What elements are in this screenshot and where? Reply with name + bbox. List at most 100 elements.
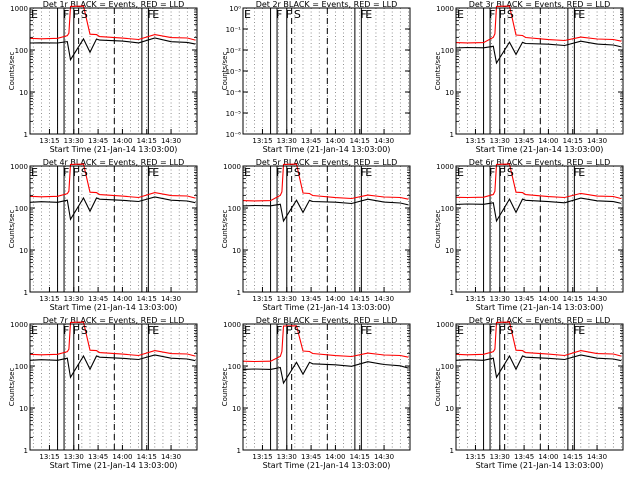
x-tick-label: 14:15	[563, 453, 583, 461]
flag-label: F	[63, 8, 69, 21]
flag-label: E	[365, 166, 372, 179]
x-axis-label: Start Time (21-Jan-14 13:03:00)	[263, 145, 391, 154]
series-line-events	[455, 40, 622, 65]
flag-label: E	[31, 8, 38, 21]
flag-label: S	[294, 324, 301, 337]
x-tick-label: 14:30	[374, 295, 394, 303]
y-tick-label: 1	[450, 447, 454, 455]
x-tick-label: 13:15	[465, 137, 485, 145]
x-tick-label: 13:30	[277, 453, 297, 461]
y-tick-label: 100	[228, 363, 241, 371]
chart-title: Det 6r BLACK = Events, RED = LLD	[469, 158, 611, 167]
flag-label: E	[578, 8, 585, 21]
x-tick-label: 14:15	[350, 137, 370, 145]
chart-title: Det 1r BLACK = Events, RED = LLD	[43, 0, 185, 9]
x-tick-label: 13:30	[277, 295, 297, 303]
flag-label: F	[63, 166, 69, 179]
chart-title: Det 9r BLACK = Events, RED = LLD	[469, 316, 611, 325]
x-tick-label: 13:15	[39, 295, 59, 303]
y-tick-label: 100	[15, 363, 28, 371]
y-tick-label: 10	[19, 89, 28, 97]
y-tick-label: 10	[232, 247, 241, 255]
x-tick-label: 13:15	[465, 295, 485, 303]
flag-label: S	[81, 166, 88, 179]
x-tick-label: 13:15	[465, 453, 485, 461]
flag-label: F	[573, 324, 579, 337]
x-tick-label: 14:15	[350, 453, 370, 461]
x-tick-label: 14:00	[538, 295, 558, 303]
plot-frame	[29, 7, 198, 135]
flag-label: F	[73, 324, 79, 337]
flag-label: F	[360, 324, 366, 337]
flag-label: F	[360, 8, 366, 21]
y-tick-label: 1	[24, 289, 28, 297]
y-tick-label: 10⁻³	[226, 68, 242, 76]
x-tick-label: 14:30	[374, 137, 394, 145]
flag-label: S	[507, 166, 514, 179]
x-tick-label: 14:00	[325, 453, 345, 461]
y-tick-label: 1	[450, 289, 454, 297]
x-tick-label: 14:15	[563, 137, 583, 145]
series-line-lld	[29, 163, 196, 199]
x-tick-label: 14:30	[161, 137, 181, 145]
flag-label: F	[286, 8, 292, 21]
flag-label: E	[244, 324, 251, 337]
x-axis-label: Start Time (21-Jan-14 13:03:00)	[50, 461, 178, 470]
x-axis-label: Start Time (21-Jan-14 13:03:00)	[50, 145, 178, 154]
x-tick-label: 13:30	[490, 137, 510, 145]
flag-label: F	[499, 324, 505, 337]
chart-title: Det 4r BLACK = Events, RED = LLD	[43, 158, 185, 167]
flag-label: E	[457, 166, 464, 179]
chart-title: Det 5r BLACK = Events, RED = LLD	[256, 158, 398, 167]
y-tick-label: 100	[228, 205, 241, 213]
y-axis-label: Counts/sec	[8, 210, 16, 249]
x-tick-label: 13:15	[252, 453, 272, 461]
x-axis-label: Start Time (21-Jan-14 13:03:00)	[50, 303, 178, 312]
chart-title: Det 2r BLACK = Events, RED = LLD	[256, 0, 398, 9]
x-tick-label: 13:30	[277, 137, 297, 145]
plot-frame	[455, 7, 624, 135]
series-line-lld	[455, 163, 622, 200]
flag-label: E	[152, 166, 159, 179]
flag-label: F	[499, 8, 505, 21]
flag-label: S	[81, 324, 88, 337]
y-tick-label: 100	[441, 47, 454, 55]
series-line-lld	[242, 325, 409, 363]
flag-label: F	[489, 166, 495, 179]
series-line-lld	[29, 5, 196, 41]
x-tick-label: 14:15	[350, 295, 370, 303]
x-tick-label: 14:30	[161, 453, 181, 461]
y-tick-label: 100	[15, 47, 28, 55]
x-axis-label: Start Time (21-Jan-14 13:03:00)	[263, 461, 391, 470]
flag-label: F	[276, 324, 282, 337]
x-tick-label: 13:45	[514, 295, 534, 303]
y-tick-label: 10	[445, 247, 454, 255]
x-tick-label: 14:00	[538, 137, 558, 145]
plot-frame	[455, 323, 624, 451]
flag-label: F	[147, 8, 153, 21]
x-tick-label: 14:30	[374, 453, 394, 461]
flag-label: E	[31, 166, 38, 179]
flag-label: S	[294, 166, 301, 179]
series-line-lld	[455, 5, 622, 44]
x-tick-label: 14:00	[325, 137, 345, 145]
y-tick-label: 1	[24, 447, 28, 455]
flag-label: F	[573, 166, 579, 179]
x-tick-label: 14:00	[112, 453, 132, 461]
series-line-events	[242, 361, 409, 385]
series-line-lld	[455, 321, 622, 357]
x-tick-label: 13:15	[39, 137, 59, 145]
flag-label: S	[507, 324, 514, 337]
flag-label: F	[147, 324, 153, 337]
y-axis-label: Counts/sec	[434, 368, 442, 407]
y-axis-label: Counts/sec	[221, 368, 229, 407]
x-axis-label: Start Time (21-Jan-14 13:03:00)	[476, 461, 604, 470]
plot-frame	[29, 323, 198, 451]
x-tick-label: 13:45	[301, 137, 321, 145]
flag-label: E	[365, 324, 372, 337]
